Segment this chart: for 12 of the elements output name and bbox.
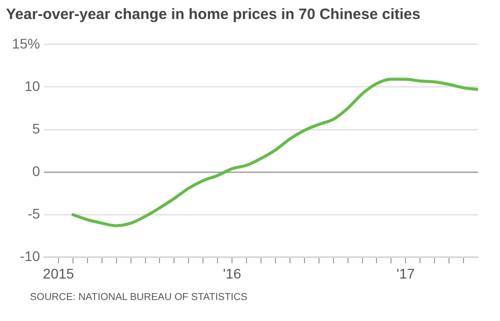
source-note: SOURCE: NATIONAL BUREAU OF STATISTICS bbox=[30, 292, 248, 303]
x-tick-label: '17 bbox=[396, 265, 416, 282]
chart-title: Year-over-year change in home prices in 70 Chinese cities bbox=[6, 6, 420, 23]
line-series bbox=[71, 78, 478, 228]
x-tick-label: '16 bbox=[222, 265, 242, 282]
y-tick-label: -5 bbox=[28, 206, 40, 222]
y-tick-label: 10 bbox=[24, 78, 40, 94]
y-tick-label: 0 bbox=[32, 162, 40, 179]
y-tick-label: -10 bbox=[20, 248, 40, 264]
y-tick-label: 15% bbox=[12, 35, 40, 52]
x-tick-label: 2015 bbox=[42, 265, 74, 282]
y-tick-label: 5 bbox=[32, 120, 40, 136]
